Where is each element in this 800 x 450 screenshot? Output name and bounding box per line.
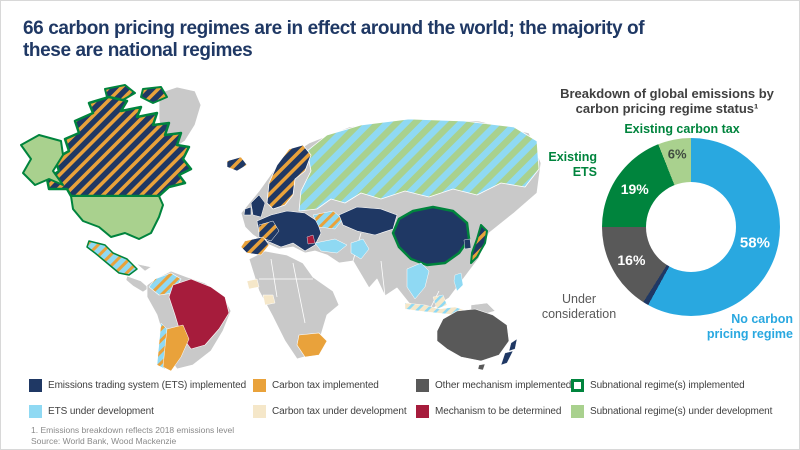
donut-chart-title: Breakdown of global emissions by carbon … (560, 86, 774, 116)
legend-item-carbon-tax-under-development: Carbon tax under development (253, 405, 407, 418)
legend-swatch-dark-red (416, 405, 429, 418)
country-turkey (314, 238, 348, 254)
world-map (20, 84, 542, 372)
country-south-korea (463, 238, 472, 250)
legend-swatch-light-blue (29, 405, 42, 418)
country-borneo (432, 294, 448, 310)
donut-percent-label: 6% (667, 146, 687, 162)
country-japan (470, 224, 488, 264)
legend-item-mechanism-to-be-determined: Mechanism to be determined (416, 405, 561, 418)
legend-label: Carbon tax under development (272, 406, 407, 417)
legend-item-ets-implemented: Emissions trading system (ETS) implement… (29, 379, 246, 392)
country-africa (248, 250, 340, 360)
country-mexico (86, 240, 138, 276)
country-ukraine (312, 210, 344, 230)
legend-item-subnational-implemented: Subnational regime(s) implemented (571, 379, 745, 392)
legend-item-ets-under-development: ETS under development (29, 405, 154, 418)
country-new-zealand (500, 350, 514, 366)
donut-percent-label: 58% (739, 234, 770, 252)
country-russia (298, 118, 540, 212)
legend-label: Subnational regime(s) under development (590, 406, 773, 417)
country-alaska (20, 134, 64, 186)
legend-label: Mechanism to be determined (435, 406, 562, 417)
legend-item-carbon-tax-implemented: Carbon tax implemented (253, 379, 379, 392)
country-pakistan (350, 238, 370, 260)
country-scandinavia (266, 144, 312, 210)
country-central-america (125, 275, 150, 293)
callout-existing-carbon-tax: Existing carbon tax (624, 122, 740, 136)
country-argentina (162, 324, 190, 372)
country-philippines (453, 272, 464, 292)
country-senegal (246, 278, 260, 290)
callout-no-carbon-pricing-regime: No carbon pricing regime (706, 312, 793, 341)
country-usa (70, 195, 164, 240)
legend-swatch-navy (29, 379, 42, 392)
page-title: 66 carbon pricing regimes are in effect … (23, 18, 645, 61)
country-france (258, 220, 280, 242)
legend-swatch-cream (253, 405, 266, 418)
donut-hole (646, 182, 736, 272)
country-cuba (136, 263, 152, 272)
legend-swatch-green-outline (571, 379, 584, 392)
legend-label: ETS under development (48, 406, 154, 417)
legend-swatch-orange (253, 379, 266, 392)
callout-under-consideration: Under consideration (541, 292, 617, 321)
legend-label: Other mechanism implemented (435, 380, 572, 391)
donut-percent-label: 19% (620, 180, 649, 197)
country-iberia (240, 236, 270, 256)
legend-item-subnational-under-development: Subnational regime(s) under development (571, 405, 772, 418)
country-thailand-vietnam (406, 262, 430, 300)
legend-item-other-mechanism: Other mechanism implemented (416, 379, 571, 392)
legend-swatch-dark-gray (416, 379, 429, 392)
country-ireland (243, 206, 252, 216)
footnote-source: Source: World Bank, Wood Mackenzie (31, 436, 177, 446)
country-australia (436, 308, 510, 362)
donut-percent-label: 16% (617, 251, 646, 268)
legend-swatch-light-green (571, 405, 584, 418)
callout-existing-ets: Existing ETS (548, 150, 597, 179)
country-iceland (226, 156, 248, 172)
country-south-africa (296, 332, 328, 358)
country-canada-arctic-islands (140, 86, 168, 104)
country-canada (45, 95, 193, 198)
country-kazakhstan (338, 206, 398, 236)
country-tasmania (477, 363, 486, 371)
legend-label: Carbon tax implemented (272, 380, 379, 391)
country-new-zealand (508, 338, 518, 352)
country-ivory-coast (262, 294, 276, 306)
footnote-1: 1. Emissions breakdown reflects 2018 emi… (31, 425, 235, 435)
country-uk (250, 194, 266, 218)
legend-label: Emissions trading system (ETS) implement… (48, 380, 247, 391)
legend-label: Subnational regime(s) implemented (590, 380, 745, 391)
